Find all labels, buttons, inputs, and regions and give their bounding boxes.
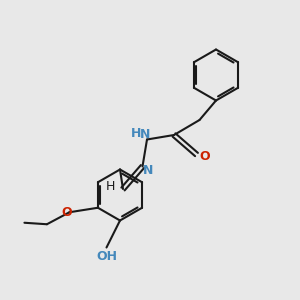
Text: N: N — [140, 128, 151, 141]
Text: H: H — [131, 127, 142, 140]
Text: O: O — [62, 206, 72, 219]
Text: N: N — [143, 164, 153, 177]
Text: OH: OH — [96, 250, 117, 263]
Text: O: O — [199, 149, 209, 163]
Text: H: H — [106, 179, 115, 193]
